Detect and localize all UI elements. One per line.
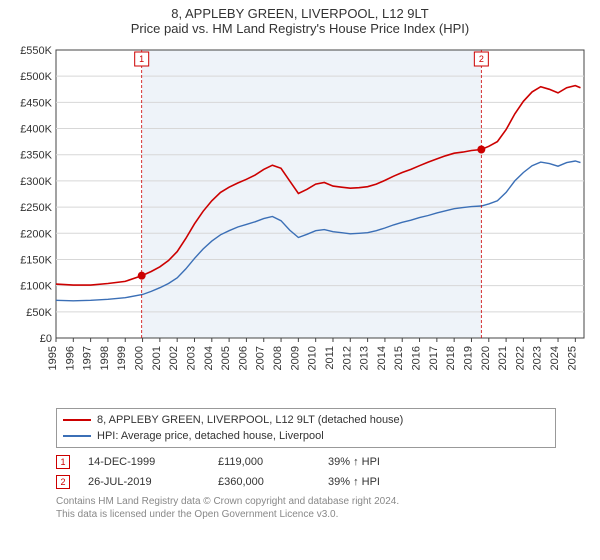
sale-row: 2 26-JUL-2019 £360,000 39% ↑ HPI bbox=[56, 472, 592, 492]
svg-text:2018: 2018 bbox=[445, 346, 457, 370]
svg-text:2013: 2013 bbox=[359, 346, 371, 370]
sale-row: 1 14-DEC-1999 £119,000 39% ↑ HPI bbox=[56, 452, 592, 472]
svg-text:2024: 2024 bbox=[549, 346, 561, 370]
footer-line: Contains HM Land Registry data © Crown c… bbox=[56, 496, 592, 509]
chart-svg: £0 £50K £100K £150K £200K £250K £300K £350K £400… bbox=[8, 42, 592, 402]
legend: 8, APPLEBY GREEN, LIVERPOOL, L12 9LT (de… bbox=[56, 408, 556, 448]
svg-text:2009: 2009 bbox=[289, 346, 301, 370]
svg-text:£50K: £50K bbox=[26, 307, 52, 319]
svg-text:£300K: £300K bbox=[20, 176, 52, 188]
svg-text:2016: 2016 bbox=[411, 346, 423, 370]
svg-text:2004: 2004 bbox=[203, 346, 215, 370]
svg-text:1997: 1997 bbox=[82, 346, 94, 370]
svg-text:1998: 1998 bbox=[99, 346, 111, 370]
svg-text:£150K: £150K bbox=[20, 254, 52, 266]
footer-line: This data is licensed under the Open Gov… bbox=[56, 509, 592, 522]
svg-text:2008: 2008 bbox=[272, 346, 284, 370]
svg-text:2023: 2023 bbox=[532, 346, 544, 370]
svg-text:2011: 2011 bbox=[324, 346, 336, 370]
svg-text:2010: 2010 bbox=[307, 346, 319, 370]
chart-plot: £0 £50K £100K £150K £200K £250K £300K £350K £400… bbox=[8, 42, 592, 402]
svg-text:2: 2 bbox=[479, 54, 484, 64]
svg-text:2002: 2002 bbox=[168, 346, 180, 370]
chart-container: 8, APPLEBY GREEN, LIVERPOOL, L12 9LT Pri… bbox=[0, 0, 600, 525]
svg-text:1999: 1999 bbox=[116, 346, 128, 370]
legend-item: HPI: Average price, detached house, Live… bbox=[63, 428, 549, 444]
sale-price: £360,000 bbox=[218, 476, 328, 488]
sale-price: £119,000 bbox=[218, 456, 328, 468]
svg-text:£450K: £450K bbox=[20, 97, 52, 109]
svg-text:2020: 2020 bbox=[480, 346, 492, 370]
legend-label: HPI: Average price, detached house, Live… bbox=[97, 430, 324, 442]
svg-text:£200K: £200K bbox=[20, 228, 52, 240]
sale-date: 26-JUL-2019 bbox=[88, 476, 218, 488]
svg-text:£550K: £550K bbox=[20, 45, 52, 57]
svg-text:£100K: £100K bbox=[20, 281, 52, 293]
sales-table: 1 14-DEC-1999 £119,000 39% ↑ HPI 2 26-JU… bbox=[56, 452, 592, 492]
svg-text:1996: 1996 bbox=[64, 346, 76, 370]
legend-item: 8, APPLEBY GREEN, LIVERPOOL, L12 9LT (de… bbox=[63, 412, 549, 428]
svg-text:£250K: £250K bbox=[20, 202, 52, 214]
footer: Contains HM Land Registry data © Crown c… bbox=[56, 496, 592, 521]
sale-delta: 39% ↑ HPI bbox=[328, 476, 428, 488]
svg-text:1995: 1995 bbox=[47, 346, 59, 370]
sale-delta: 39% ↑ HPI bbox=[328, 456, 428, 468]
svg-text:2019: 2019 bbox=[462, 346, 474, 370]
svg-text:2000: 2000 bbox=[134, 346, 146, 370]
svg-text:2007: 2007 bbox=[255, 346, 267, 370]
sale-date: 14-DEC-1999 bbox=[88, 456, 218, 468]
svg-text:£0: £0 bbox=[40, 333, 52, 345]
legend-swatch bbox=[63, 419, 91, 421]
svg-text:2012: 2012 bbox=[341, 346, 353, 370]
legend-label: 8, APPLEBY GREEN, LIVERPOOL, L12 9LT (de… bbox=[97, 414, 403, 426]
svg-text:£350K: £350K bbox=[20, 150, 52, 162]
svg-text:2005: 2005 bbox=[220, 346, 232, 370]
svg-text:1: 1 bbox=[139, 54, 144, 64]
svg-text:2017: 2017 bbox=[428, 346, 440, 370]
sale-marker-icon: 2 bbox=[56, 475, 70, 489]
svg-text:2021: 2021 bbox=[497, 346, 509, 370]
chart-subtitle: Price paid vs. HM Land Registry's House … bbox=[8, 21, 592, 36]
sale-marker-icon: 1 bbox=[56, 455, 70, 469]
chart-title: 8, APPLEBY GREEN, LIVERPOOL, L12 9LT bbox=[8, 6, 592, 21]
svg-text:2022: 2022 bbox=[514, 346, 526, 370]
legend-swatch bbox=[63, 435, 91, 437]
svg-text:£400K: £400K bbox=[20, 124, 52, 136]
svg-text:2025: 2025 bbox=[566, 346, 578, 370]
svg-text:2001: 2001 bbox=[151, 346, 163, 370]
svg-text:2003: 2003 bbox=[185, 346, 197, 370]
svg-text:2014: 2014 bbox=[376, 346, 388, 370]
svg-text:2015: 2015 bbox=[393, 346, 405, 370]
svg-text:£500K: £500K bbox=[20, 71, 52, 83]
svg-text:2006: 2006 bbox=[237, 346, 249, 370]
